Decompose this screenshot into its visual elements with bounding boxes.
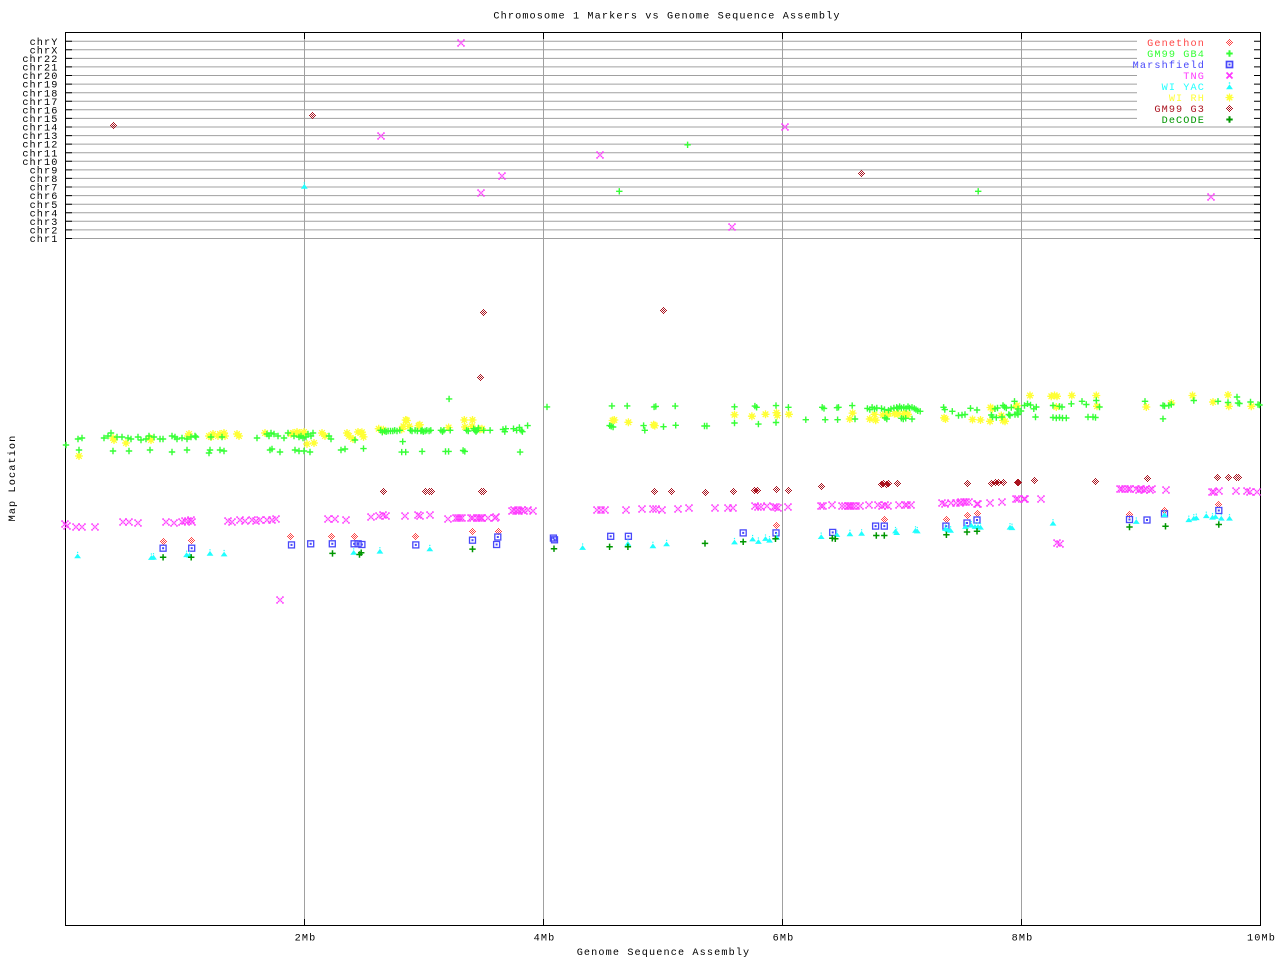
svg-text:chr14: chr14 — [22, 123, 58, 135]
svg-text:chrY: chrY — [30, 37, 59, 49]
svg-text:chr16: chr16 — [22, 105, 58, 117]
svg-text:chr5: chr5 — [30, 200, 59, 212]
svg-text:Genethon: Genethon — [1147, 38, 1205, 50]
svg-text:chr18: chr18 — [22, 88, 58, 100]
svg-text:4Mb: 4Mb — [534, 933, 556, 945]
svg-text:chr11: chr11 — [22, 148, 58, 160]
svg-text:chr8: chr8 — [30, 174, 59, 186]
svg-text:6Mb: 6Mb — [773, 933, 795, 945]
svg-text:chrX: chrX — [30, 45, 59, 57]
svg-text:chr21: chr21 — [22, 63, 58, 75]
svg-text:Marshfield: Marshfield — [1133, 60, 1205, 72]
svg-text:chr19: chr19 — [22, 80, 58, 92]
svg-text:chr10: chr10 — [22, 157, 58, 169]
svg-text:GM99 GB4: GM99 GB4 — [1147, 50, 1205, 61]
svg-text:chr17: chr17 — [22, 97, 58, 109]
svg-text:Genome Sequence Assembly: Genome Sequence Assembly — [577, 947, 751, 959]
svg-text:WI YAC: WI YAC — [1162, 83, 1205, 94]
svg-text:chr6: chr6 — [30, 191, 59, 203]
svg-text:WI RH: WI RH — [1169, 94, 1205, 105]
svg-text:chr20: chr20 — [22, 71, 58, 83]
svg-text:chr7: chr7 — [30, 183, 59, 195]
svg-text:Map Location: Map Location — [7, 435, 19, 522]
svg-text:Chromosome 1 Markers vs Genome: Chromosome 1 Markers vs Genome Sequence … — [493, 11, 840, 23]
svg-text:2Mb: 2Mb — [295, 933, 317, 945]
svg-text:10Mb: 10Mb — [1247, 933, 1276, 945]
svg-text:chr1: chr1 — [30, 234, 59, 246]
svg-text:chr22: chr22 — [22, 54, 58, 66]
svg-text:DeCODE: DeCODE — [1162, 116, 1205, 127]
svg-text:chr12: chr12 — [22, 140, 58, 152]
svg-text:GM99 G3: GM99 G3 — [1154, 105, 1205, 116]
svg-text:8Mb: 8Mb — [1012, 933, 1034, 945]
svg-text:chr9: chr9 — [30, 166, 59, 178]
svg-text:TNG: TNG — [1183, 72, 1205, 83]
svg-text:chr13: chr13 — [22, 131, 58, 143]
svg-text:chr3: chr3 — [30, 217, 59, 229]
svg-text:chr4: chr4 — [30, 208, 59, 220]
svg-text:chr15: chr15 — [22, 114, 58, 126]
svg-text:chr2: chr2 — [30, 226, 59, 238]
